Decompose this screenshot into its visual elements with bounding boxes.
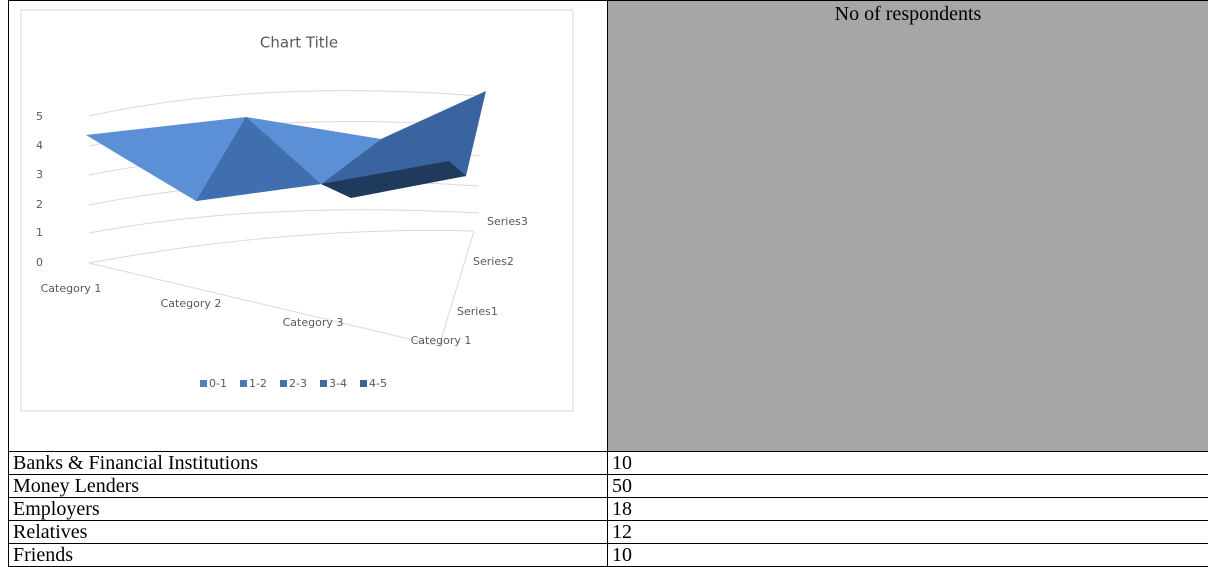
source-cell: Banks & Financial Institutions [9, 452, 608, 475]
legend-label: 2-3 [289, 377, 307, 390]
legend-label: 3-4 [329, 377, 347, 390]
count-cell: 50 [608, 475, 1208, 498]
source-cell: Friends [9, 544, 608, 567]
chart-image: Chart Title 0 1 2 3 4 5 Category 1 Category 2… [9, 1, 607, 446]
axis-tick-label: 2 [36, 198, 43, 211]
axis-tick-label: 4 [36, 139, 43, 152]
legend-label: 0-1 [209, 377, 227, 390]
count-cell: 12 [608, 521, 1208, 544]
legend-label: 1-2 [249, 377, 267, 390]
legend-swatch [200, 380, 207, 387]
axis-tick-label: 5 [36, 110, 43, 123]
series-label: Series1 [457, 305, 498, 318]
legend-swatch [240, 380, 247, 387]
source-cell: Money Lenders [9, 475, 608, 498]
legend-label: 4-5 [369, 377, 387, 390]
category-label: Category 3 [283, 316, 344, 329]
count-cell: 18 [608, 498, 1208, 521]
axis-tick-label: 0 [36, 256, 43, 269]
series-label: Series3 [487, 215, 528, 228]
category-label: Category 2 [161, 297, 222, 310]
count-cell: 10 [608, 544, 1208, 567]
count-cell: 10 [608, 452, 1208, 475]
legend-swatch [320, 380, 327, 387]
axis-tick-label: 3 [36, 168, 43, 181]
legend-swatch [280, 380, 287, 387]
column-title: No of respondents [608, 1, 1208, 452]
axis-tick-label: 1 [36, 226, 43, 239]
category-label: Category 1 [411, 334, 472, 347]
legend-swatch [360, 380, 367, 387]
source-cell: Employers [9, 498, 608, 521]
header-row: Chart Title 0 1 2 3 4 5 Category 1 Category 2… [9, 1, 1208, 452]
category-label: Category 1 [41, 282, 102, 295]
source-cell: Relatives [9, 521, 608, 544]
chart-title: Chart Title [260, 34, 338, 52]
series-label: Series2 [473, 255, 514, 268]
chart-cell: Chart Title 0 1 2 3 4 5 Category 1 Category 2… [9, 1, 608, 452]
